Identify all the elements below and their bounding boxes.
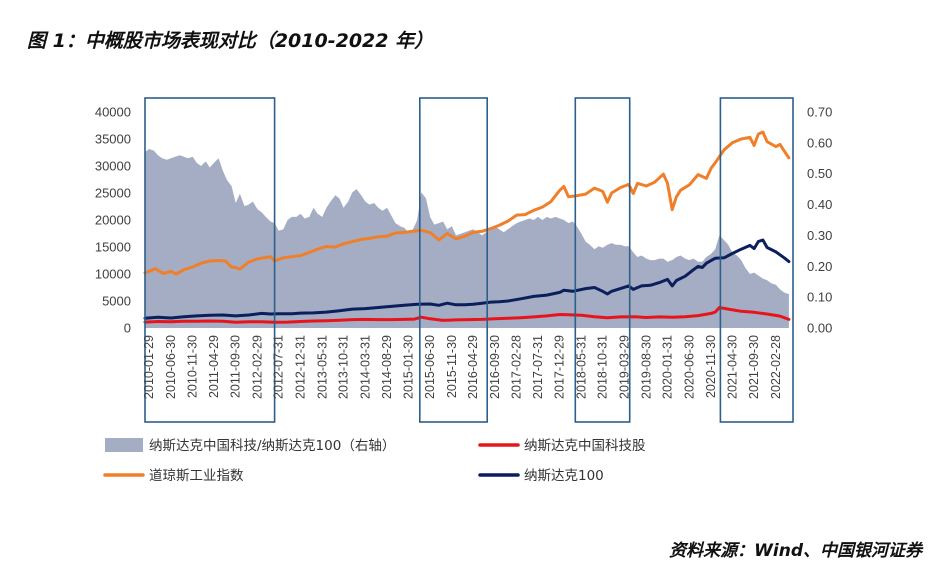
- x-axis-tick-label: 2017-07-31: [531, 335, 545, 399]
- highlight-box-2: [418, 97, 488, 423]
- x-axis-tick-label: 2011-04-29: [207, 335, 221, 398]
- x-axis-tick-label: 2011-09-30: [229, 335, 243, 398]
- left-axis-tick-label: 15000: [95, 240, 131, 255]
- chart-canvas: 0 5000 10000 15000 20000 25000 30000 35000 40000…: [95, 97, 832, 484]
- highlight-box-3: [574, 97, 631, 423]
- x-axis-tick-label: 2020-01-31: [661, 335, 675, 399]
- series-lines-layer: [143, 130, 791, 324]
- right-axis-tick-label: 0.30: [807, 228, 832, 243]
- x-axis-tick-label: 2013-10-31: [337, 335, 351, 399]
- legend-label: 纳斯达克中国科技股: [524, 438, 646, 454]
- right-axis-tick-label: 0.70: [807, 105, 832, 120]
- left-axis-tick-label: 30000: [95, 159, 131, 174]
- left-axis-tick-label: 10000: [95, 267, 131, 282]
- x-axis-tick-label: 2019-03-29: [618, 335, 632, 399]
- x-axis-tick-label: 2015-01-30: [401, 335, 415, 399]
- x-axis-tick-label: 2020-11-30: [704, 335, 718, 398]
- left-axis-tick-label: 35000: [95, 132, 131, 147]
- x-axis-tick-label: 2010-11-30: [186, 335, 200, 398]
- left-axis-tick-label: 0: [124, 321, 131, 336]
- ratio-area-series-legend-swatch: [105, 438, 143, 452]
- x-axis-tick-label: 2012-12-31: [294, 335, 308, 399]
- left-axis-tick-label: 5000: [102, 294, 131, 309]
- x-axis-tick-label: 2010-01-29: [142, 335, 156, 399]
- x-axis-tick-label: 2017-02-28: [510, 335, 524, 399]
- axes: 0 5000 10000 15000 20000 25000 30000 35000 40000…: [95, 105, 832, 399]
- x-axis-tick-label: 2016-09-30: [488, 335, 502, 399]
- x-axis-tick-label: 2022-02-28: [769, 335, 783, 399]
- nasdaq100-line: [143, 238, 791, 320]
- x-axis-tick-label: 2018-05-31: [575, 335, 589, 399]
- right-axis-tick-label: 0.40: [807, 197, 832, 212]
- chart-title: 图 1：中概股市场表现对比（2010-2022 年）: [27, 30, 434, 52]
- x-axis-tick-label: 2014-08-29: [380, 335, 394, 399]
- left-axis-tick-label: 25000: [95, 186, 131, 201]
- x-axis-tick-label: 2019-08-30: [639, 335, 653, 399]
- x-axis-tick-label: 2014-03-31: [358, 335, 372, 399]
- x-axis-tick-label: 2020-06-30: [682, 335, 696, 399]
- dow-jones-line: [143, 130, 791, 276]
- right-axis-tick-label: 0.10: [807, 290, 832, 305]
- x-axis-tick-label: 2012-02-29: [251, 335, 265, 399]
- x-axis-tick-label: 2012-07-31: [272, 335, 286, 399]
- right-axis-tick-label: 0.00: [807, 321, 832, 336]
- source-note: 资料来源：Wind、中国银河证券: [669, 541, 922, 561]
- legend-label: 纳斯达克100: [524, 468, 604, 484]
- right-axis-tick-label: 0.20: [807, 259, 832, 274]
- x-axis-tick-label: 2015-11-30: [445, 335, 459, 398]
- highlight-box-1: [144, 97, 276, 423]
- nasdaq-china-tech-line: [143, 306, 791, 324]
- right-axis-tick-label: 0.60: [807, 135, 832, 150]
- x-axis-tick-label: 2015-06-30: [423, 335, 437, 399]
- x-axis-tick-label: 2016-04-29: [466, 335, 480, 399]
- legend-label: 纳斯达克中国科技/纳斯达克100（右轴）: [149, 438, 395, 454]
- left-axis-tick-label: 20000: [95, 213, 131, 228]
- highlight-box-4: [719, 97, 794, 423]
- x-axis-tick-label: 2013-05-31: [315, 335, 329, 399]
- ratio-area-series: [145, 149, 789, 328]
- x-axis-tick-label: 2021-09-30: [747, 335, 761, 399]
- ratio-area-layer: [145, 149, 789, 328]
- x-axis-tick-label: 2018-10-31: [596, 335, 610, 399]
- right-axis-tick-label: 0.50: [807, 166, 832, 181]
- x-axis-tick-label: 2021-04-30: [725, 335, 739, 399]
- legend-label: 道琼斯工业指数: [149, 468, 244, 484]
- highlight-boxes: [144, 97, 794, 423]
- x-axis-tick-label: 2017-12-29: [553, 335, 567, 399]
- left-axis-tick-label: 40000: [95, 105, 131, 120]
- x-axis-tick-label: 2010-06-30: [164, 335, 178, 399]
